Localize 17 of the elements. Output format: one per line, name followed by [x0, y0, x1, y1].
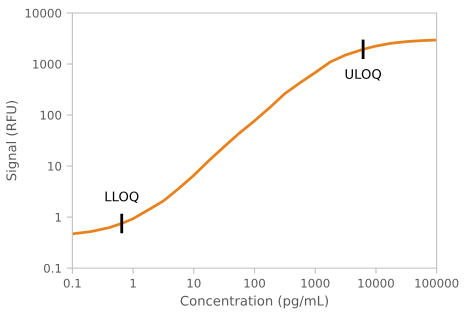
x-tick-label: 100000	[415, 278, 458, 288]
x-tick-label: 100	[244, 278, 265, 288]
y-tick-label: 10	[48, 162, 62, 171]
x-tick-label: 1	[130, 278, 136, 288]
y-tick-label: 10000	[26, 8, 62, 18]
y-axis-title: Signal (RFU)	[6, 100, 19, 180]
y-tick-label: 1000	[33, 60, 62, 69]
y-tick-label: 100	[40, 110, 62, 120]
annotation: LLOQ	[106, 191, 138, 203]
y-tick-label: 1	[56, 212, 61, 222]
x-tick-label: 1000	[302, 278, 330, 288]
x-tick-label: 10	[188, 278, 201, 288]
y-tick-label: 0.1	[44, 264, 61, 273]
annotation: ULOQ	[346, 69, 382, 81]
x-tick-label: 0.1	[64, 278, 81, 288]
x-tick-label: 10000	[358, 278, 394, 288]
x-axis-title: Concentration (pg/mL)	[180, 296, 328, 308]
